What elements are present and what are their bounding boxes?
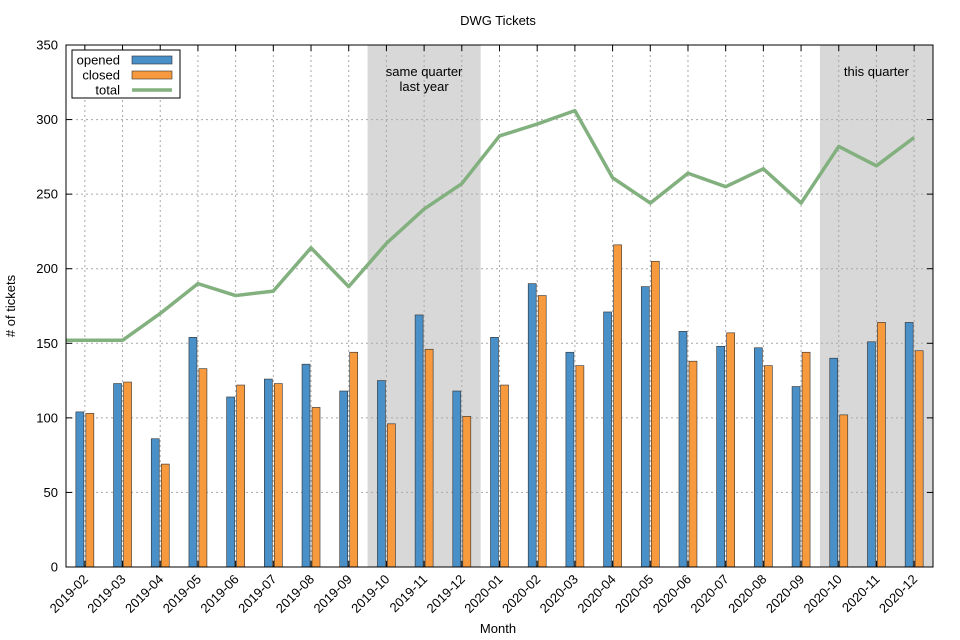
x-tick-label: 2019-02 xyxy=(47,572,91,616)
x-tick-label: 2020-03 xyxy=(537,572,581,616)
plot-frame xyxy=(65,44,934,568)
y-tick-label: 300 xyxy=(36,112,58,127)
shaded-region-label: last year xyxy=(400,79,450,94)
bar-closed xyxy=(85,413,95,568)
bar-opened xyxy=(640,286,650,568)
bar-closed xyxy=(877,322,886,568)
x-tick-label: 2019-11 xyxy=(387,572,431,616)
bar-opened xyxy=(377,380,386,568)
bar-closed xyxy=(575,365,585,568)
bar-closed xyxy=(914,350,924,568)
bar-opened xyxy=(264,378,273,568)
y-tick-label: 200 xyxy=(36,261,58,276)
bar-closed xyxy=(839,414,849,568)
x-tick-label: 2019-10 xyxy=(348,572,392,616)
bar-opened xyxy=(75,411,85,568)
total-line xyxy=(66,108,916,343)
bar-opened xyxy=(867,341,876,568)
x-tick-label: 2020-10 xyxy=(801,572,845,616)
bar-opened xyxy=(791,386,801,568)
shaded-region-label: this quarter xyxy=(844,64,910,79)
y-tick-label: 150 xyxy=(36,336,58,351)
bar-opened xyxy=(829,357,839,568)
shaded-region-label: same quarter xyxy=(386,64,463,79)
grid xyxy=(66,45,933,567)
bar-closed xyxy=(650,260,660,568)
x-tick-label: 2019-08 xyxy=(273,572,317,616)
bar-opened xyxy=(339,390,349,568)
x-tick-label: 2019-06 xyxy=(197,572,241,616)
bar-closed xyxy=(349,351,359,568)
bar-opened xyxy=(754,347,763,568)
x-tick-label: 2019-07 xyxy=(235,572,279,616)
bar-closed xyxy=(274,383,283,568)
y-tick-label: 350 xyxy=(36,38,58,53)
x-tick-label: 2020-07 xyxy=(687,572,731,616)
bar-closed xyxy=(613,244,622,568)
bar-closed xyxy=(537,295,547,568)
x-tick-label: 2020-01 xyxy=(461,572,505,616)
bar-closed xyxy=(801,351,811,568)
y-tick-label: 250 xyxy=(36,187,58,202)
legend-swatch-closed xyxy=(131,70,173,80)
bar-opened xyxy=(716,345,725,568)
bars xyxy=(75,244,924,568)
bar-opened xyxy=(113,383,122,568)
x-tick-label: 2019-05 xyxy=(160,572,204,616)
bar-opened xyxy=(678,331,688,568)
bar-opened xyxy=(150,438,160,568)
bar-opened xyxy=(452,390,462,568)
bar-opened xyxy=(188,337,198,568)
legend-label: total xyxy=(95,83,120,98)
bar-opened xyxy=(414,314,424,568)
x-tick-label: 2019-09 xyxy=(310,572,354,616)
bar-opened xyxy=(603,311,612,568)
x-tick-label: 2020-12 xyxy=(876,572,920,616)
bar-opened xyxy=(904,322,914,568)
bar-closed xyxy=(123,381,132,568)
x-tick-label: 2019-03 xyxy=(84,572,128,616)
bar-closed xyxy=(311,407,321,568)
legend-swatch-opened xyxy=(131,55,173,65)
bar-closed xyxy=(688,360,698,568)
bar-closed xyxy=(726,332,735,568)
bar-closed xyxy=(236,384,245,568)
x-tick-label: 2020-11 xyxy=(839,572,883,616)
bar-closed xyxy=(387,423,396,568)
bar-closed xyxy=(764,365,773,568)
y-tick-label: 100 xyxy=(36,410,58,425)
bar-opened xyxy=(301,363,311,568)
bar-opened xyxy=(490,337,499,568)
x-tick-label: 2020-04 xyxy=(574,572,618,616)
x-tick-label: 2020-08 xyxy=(725,572,769,616)
x-tick-label: 2020-09 xyxy=(763,572,807,616)
x-tick-label: 2019-12 xyxy=(424,572,468,616)
x-tick-label: 2020-05 xyxy=(612,572,656,616)
bar-opened xyxy=(565,351,575,568)
bar-opened xyxy=(527,283,537,568)
y-tick-label: 0 xyxy=(51,560,58,575)
bar-closed xyxy=(462,416,472,568)
legend-label: opened xyxy=(77,53,120,68)
bar-closed xyxy=(500,384,509,568)
x-axis-title: Month xyxy=(480,621,516,636)
legend-label: closed xyxy=(82,68,120,83)
bar-closed xyxy=(160,463,170,568)
bar-closed xyxy=(198,368,208,568)
x-tick-label: 2020-02 xyxy=(499,572,543,616)
x-tick-label: 2019-04 xyxy=(122,572,166,616)
y-tick-label: 50 xyxy=(44,485,58,500)
bar-opened xyxy=(226,396,235,568)
bar-closed xyxy=(424,348,434,568)
y-axis-title: # of tickets xyxy=(3,274,18,337)
line-total xyxy=(66,108,916,343)
x-tick-label: 2020-06 xyxy=(650,572,694,616)
chart-title: DWG Tickets xyxy=(460,13,536,28)
